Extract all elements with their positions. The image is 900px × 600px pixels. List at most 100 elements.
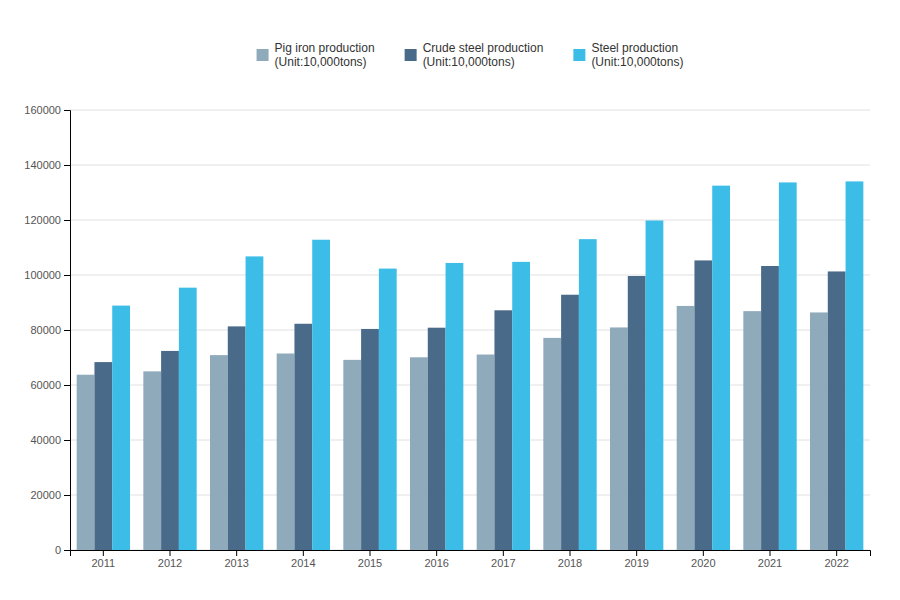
tick: 140000	[24, 159, 70, 171]
tick-mark	[64, 330, 70, 331]
grid-line	[70, 165, 870, 166]
tick: 80000	[30, 324, 70, 336]
bar	[179, 288, 197, 550]
legend-swatch	[405, 49, 417, 61]
tick-label: 2022	[824, 557, 848, 569]
bar	[94, 362, 112, 550]
bar	[477, 355, 495, 550]
tick-label: 40000	[30, 434, 61, 446]
tick-label: 140000	[24, 159, 61, 171]
tick: 160000	[24, 104, 70, 116]
tick-mark	[64, 385, 70, 386]
tick-mark	[503, 550, 504, 556]
grid	[70, 110, 870, 550]
tick-label: 2018	[558, 557, 582, 569]
tick: 2012	[158, 550, 182, 569]
axis-line	[64, 111, 71, 551]
bar	[361, 329, 379, 550]
bar	[77, 375, 95, 550]
chart: 0 20000 40000 60000 80000 100000 120000 140000 1…	[0, 0, 900, 600]
tick: 0	[55, 544, 70, 556]
axis-line	[71, 551, 871, 557]
plot-area: 0 20000 40000 60000 80000 100000 120000 140000 1…	[24, 104, 870, 569]
tick: 2020	[691, 550, 715, 569]
tick: 40000	[30, 434, 70, 446]
legend-label: Steel production(Unit:10,000tons)	[591, 41, 683, 69]
bar	[428, 328, 446, 550]
tick-mark	[64, 220, 70, 221]
tick-mark	[64, 165, 70, 166]
tick-label: 2011	[92, 557, 116, 569]
bar	[161, 351, 179, 550]
tick: 2014	[291, 550, 315, 569]
tick-mark	[836, 550, 837, 556]
tick-label: 160000	[24, 104, 61, 116]
bar	[112, 306, 130, 550]
legend-swatch	[573, 49, 585, 61]
tick-label: 20000	[30, 489, 61, 501]
tick: 120000	[24, 214, 70, 226]
tick-label: 2015	[358, 557, 382, 569]
bar	[512, 262, 530, 550]
bar	[294, 324, 312, 550]
tick-label: 2017	[491, 557, 515, 569]
tick-mark	[703, 550, 704, 556]
tick-label: 2012	[158, 557, 182, 569]
bar	[810, 312, 828, 550]
bar	[446, 263, 464, 550]
tick: 2017	[491, 550, 515, 569]
tick-mark	[64, 110, 70, 111]
tick: 2018	[558, 550, 582, 569]
bar-series	[94, 260, 845, 550]
tick: 2011	[92, 550, 116, 569]
bar	[228, 326, 246, 550]
tick: 2019	[624, 550, 648, 569]
tick: 2022	[824, 550, 848, 569]
bar	[646, 220, 664, 550]
bar	[677, 306, 695, 550]
tick: 2015	[358, 550, 382, 569]
tick-mark	[303, 550, 304, 556]
bar	[579, 239, 597, 550]
bar	[379, 269, 397, 550]
grid-line	[70, 275, 870, 276]
tick-mark	[64, 440, 70, 441]
tick: 2021	[758, 550, 782, 569]
tick-mark	[436, 550, 437, 556]
bar	[828, 271, 846, 550]
legend-item: Pig iron production(Unit:10,000tons)	[257, 41, 375, 69]
tick: 100000	[24, 269, 70, 281]
legend-label: Pig iron production(Unit:10,000tons)	[275, 41, 375, 69]
tick-mark	[64, 495, 70, 496]
bar	[277, 353, 295, 550]
legend-swatch	[257, 49, 269, 61]
bar	[712, 186, 730, 550]
tick-label: 2019	[624, 557, 648, 569]
bars	[77, 181, 864, 550]
tick: 20000	[30, 489, 70, 501]
bar	[246, 256, 264, 550]
tick-mark	[64, 550, 70, 551]
bar	[543, 338, 561, 550]
tick-mark	[64, 275, 70, 276]
tick-label: 2016	[424, 557, 448, 569]
legend-label: Crude steel production(Unit:10,000tons)	[423, 41, 544, 69]
tick-label: 2020	[691, 557, 715, 569]
bar	[610, 327, 628, 550]
tick-mark	[570, 550, 571, 556]
bar	[210, 355, 228, 550]
grid-line	[70, 110, 870, 111]
bar	[628, 276, 646, 550]
tick-mark	[236, 550, 237, 556]
tick: 2013	[224, 550, 248, 569]
legend: Pig iron production(Unit:10,000tons) Crud…	[257, 41, 684, 69]
grid-line	[70, 220, 870, 221]
bar	[494, 310, 512, 550]
tick: 60000	[30, 379, 70, 391]
bar	[761, 266, 779, 550]
tick: 2016	[424, 550, 448, 569]
tick-label: 80000	[30, 324, 61, 336]
tick-label: 2013	[224, 557, 248, 569]
tick-label: 2021	[758, 557, 782, 569]
tick-mark	[103, 550, 104, 556]
